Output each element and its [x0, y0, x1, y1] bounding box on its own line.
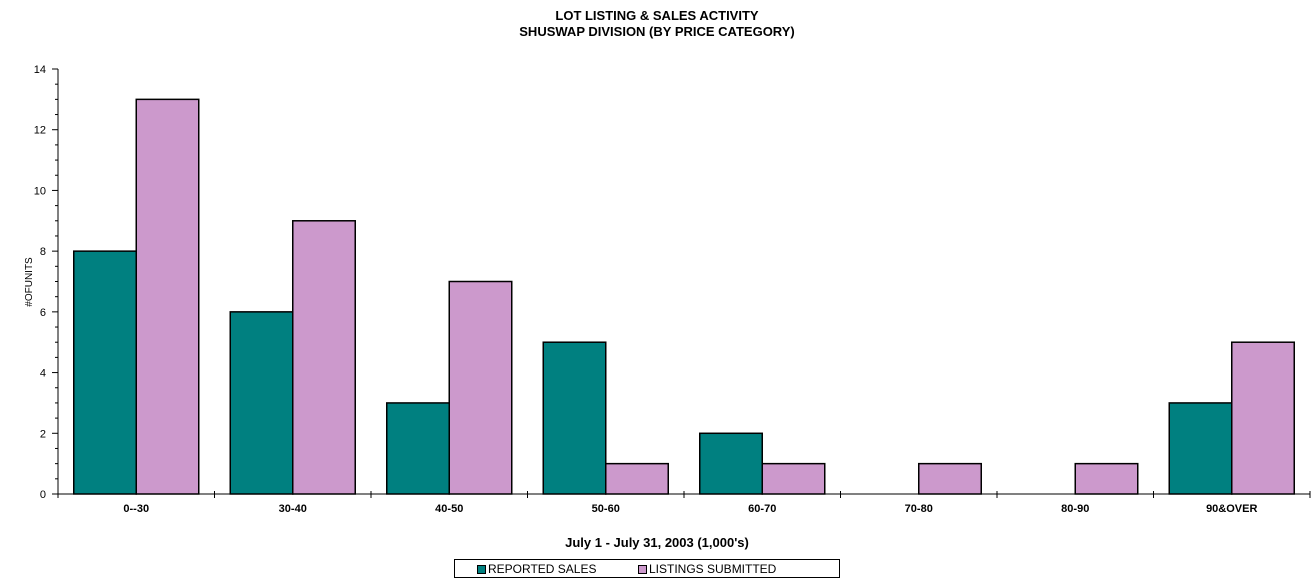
- bar-listings-submitted: [605, 462, 669, 495]
- x-tick-label: 40-50: [435, 503, 463, 515]
- x-tick-label: 30-40: [279, 503, 307, 515]
- y-tick-label: 6: [40, 307, 46, 319]
- y-tick-label: 12: [34, 125, 46, 137]
- bar-reported-sales: [542, 341, 607, 495]
- y-tick-label: 8: [40, 246, 46, 258]
- legend-label-reported-sales: REPORTED SALES: [488, 562, 597, 576]
- x-tick-label: 70-80: [905, 503, 933, 515]
- legend-item-listings-submitted: LISTINGS SUBMITTED: [638, 562, 776, 576]
- bar-listings-submitted: [135, 98, 200, 495]
- y-tick-label: 4: [40, 368, 46, 380]
- legend-label-listings-submitted: LISTINGS SUBMITTED: [649, 562, 777, 576]
- x-tick-label: 0--30: [123, 503, 149, 515]
- legend-item-reported-sales: REPORTED SALES: [477, 562, 596, 576]
- bar-listings-submitted: [918, 462, 982, 495]
- bar-listings-submitted: [292, 220, 356, 495]
- y-axis-label: #OFUNITS: [24, 257, 36, 307]
- chart-title: LOT LISTING & SALES ACTIVITY: [555, 8, 759, 23]
- bar-reported-sales: [229, 311, 294, 495]
- legend-swatch-listings-submitted: [638, 564, 647, 574]
- bar-listings-submitted: [1074, 462, 1139, 495]
- bar-reported-sales: [73, 250, 137, 495]
- bar-listings-submitted: [448, 280, 513, 495]
- bar-reported-sales: [386, 402, 450, 495]
- x-tick-label: 90&OVER: [1206, 503, 1257, 515]
- x-tick-label: 80-90: [1061, 503, 1089, 515]
- y-tick-label: 0: [40, 489, 46, 501]
- chart-subtitle: SHUSWAP DIVISION (BY PRICE CATEGORY): [519, 24, 795, 39]
- x-tick-label: 60-70: [748, 503, 776, 515]
- x-tick-label: 50-60: [592, 503, 620, 515]
- bar-listings-submitted: [761, 462, 826, 495]
- legend-swatch-reported-sales: [477, 564, 486, 574]
- legend: REPORTED SALES LISTINGS SUBMITTED: [454, 559, 840, 578]
- x-axis-title: July 1 - July 31, 2003 (1,000's): [565, 535, 749, 550]
- bar-reported-sales: [699, 432, 763, 495]
- y-tick-label: 2: [40, 428, 46, 440]
- bar-reported-sales: [1168, 402, 1233, 495]
- bar-listings-submitted: [1231, 341, 1295, 495]
- y-tick-label: 10: [34, 185, 46, 197]
- y-tick-label: 14: [34, 64, 46, 76]
